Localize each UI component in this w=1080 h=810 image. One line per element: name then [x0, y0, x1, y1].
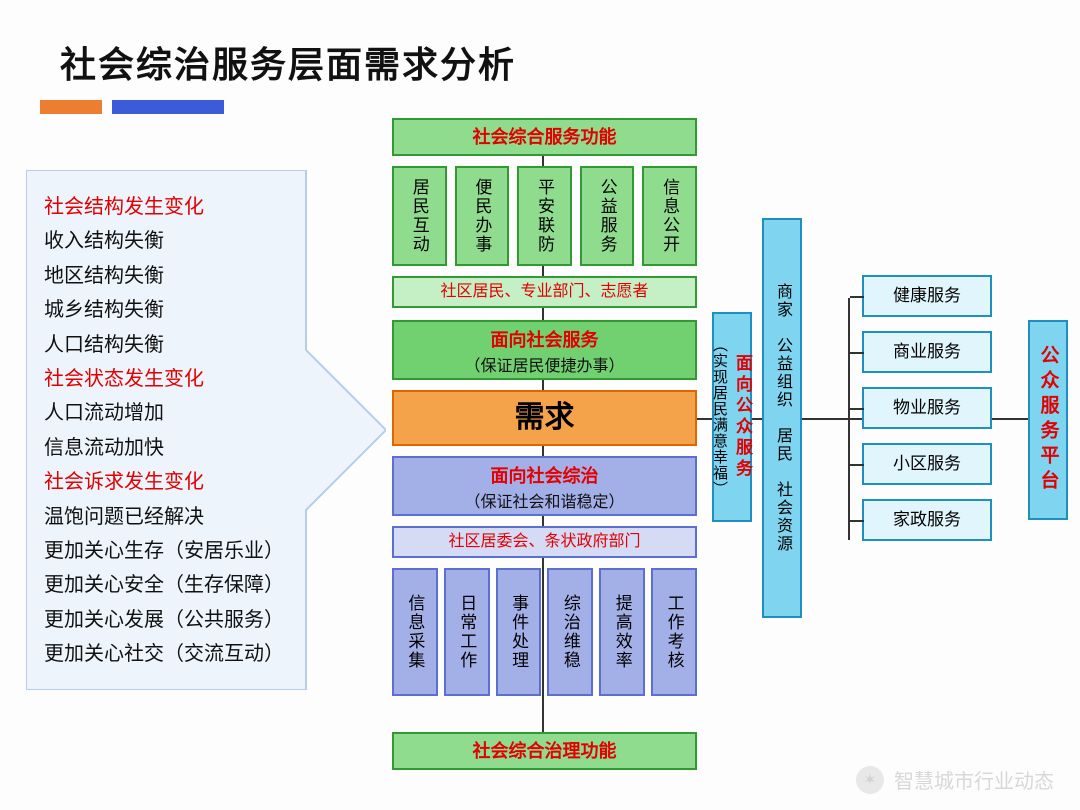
service-line2: （保证居民便捷办事）: [394, 352, 695, 376]
service-item: 小区服务: [862, 443, 992, 485]
left-line: 地区结构失衡: [44, 259, 309, 293]
need-box: 需求: [392, 390, 697, 446]
left-arrow-panel: 社会结构发生变化收入结构失衡地区结构失衡城乡结构失衡人口结构失衡社会状态发生变化…: [26, 170, 386, 690]
service-item: 物业服务: [862, 387, 992, 429]
governance-box: 面向社会综治 （保证社会和谐稳定）: [392, 456, 697, 516]
public-service-box: 面向公众服务 （实现居民满意幸福）: [712, 312, 752, 522]
pubsvc-l2: （实现居民满意幸福）: [711, 337, 728, 497]
accent-bars: [40, 100, 224, 114]
actors-bottom: 社区居委会、条状政府部门: [392, 526, 697, 558]
left-line: 信息流动加快: [44, 431, 309, 465]
platform-box: 公众服务平台: [1028, 320, 1068, 520]
left-line: 温饱问题已经解决: [44, 500, 309, 534]
service-line1: 面向社会服务: [394, 326, 695, 352]
service-item: 商业服务: [862, 331, 992, 373]
left-line: 收入结构失衡: [44, 224, 309, 258]
connector-h3: [802, 418, 862, 420]
left-line: 人口结构失衡: [44, 328, 309, 362]
top-items-row: 居民互动便民办事平安联防公益服务信息公开: [392, 166, 697, 266]
top-item: 公益服务: [580, 166, 635, 266]
bottom-item: 信息采集: [392, 568, 438, 696]
wechat-icon: ✶: [856, 766, 884, 794]
bottom-item: 事件处理: [496, 568, 542, 696]
service-box: 面向社会服务 （保证居民便捷办事）: [392, 320, 697, 380]
top-function-box: 社会综合服务功能: [392, 118, 697, 156]
left-line: 人口流动增加: [44, 396, 309, 430]
pubsvc-l1: 面向公众服务: [733, 354, 752, 480]
page-title: 社会综治服务层面需求分析: [60, 36, 516, 88]
bottom-item: 提高效率: [599, 568, 645, 696]
top-item: 信息公开: [642, 166, 697, 266]
bottom-item: 日常工作: [444, 568, 490, 696]
govern-line1: 面向社会综治: [394, 462, 695, 488]
left-line: 更加关心安全（生存保障）: [44, 568, 309, 602]
service-stack: 健康服务商业服务物业服务小区服务家政服务: [862, 275, 992, 541]
accent-orange: [40, 100, 102, 114]
govern-line2: （保证社会和谐稳定）: [394, 488, 695, 512]
watermark: ✶ 智慧城市行业动态: [856, 765, 1054, 794]
left-line: 更加关心发展（公共服务）: [44, 603, 309, 637]
actors-top: 社区居民、专业部门、志愿者: [392, 276, 697, 308]
left-text-list: 社会结构发生变化收入结构失衡地区结构失衡城乡结构失衡人口结构失衡社会状态发生变化…: [44, 190, 309, 671]
top-item: 便民办事: [455, 166, 510, 266]
bottom-items-row: 信息采集日常工作事件处理综治维稳提高效率工作考核: [392, 568, 697, 696]
left-line: 社会状态发生变化: [44, 362, 309, 396]
watermark-text: 智慧城市行业动态: [894, 765, 1054, 794]
accent-blue: [112, 100, 224, 114]
left-line: 社会诉求发生变化: [44, 465, 309, 499]
top-item: 平安联防: [517, 166, 572, 266]
service-item: 家政服务: [862, 499, 992, 541]
left-line: 更加关心生存（安居乐业）: [44, 534, 309, 568]
top-item: 居民互动: [392, 166, 447, 266]
bottom-item: 综治维稳: [547, 568, 593, 696]
middle-column: 社会综合服务功能 居民互动便民办事平安联防公益服务信息公开 社区居民、专业部门、…: [392, 118, 697, 784]
connector-h4: [992, 418, 1028, 420]
service-item: 健康服务: [862, 275, 992, 317]
resources-box: 商家 公益组织 居民 社会资源: [762, 218, 802, 618]
left-line: 城乡结构失衡: [44, 293, 309, 327]
bottom-function-box: 社会综合治理功能: [392, 732, 697, 770]
service-stack-trunk: [848, 298, 850, 540]
left-line: 社会结构发生变化: [44, 190, 309, 224]
bottom-item: 工作考核: [651, 568, 697, 696]
left-line: 更加关心社交（交流互动）: [44, 637, 309, 671]
